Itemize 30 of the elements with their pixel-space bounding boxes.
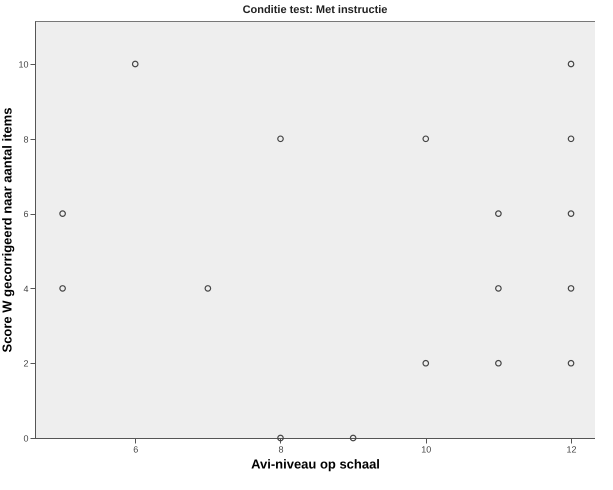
point [568,135,574,142]
y-tick-label: 4 [23,284,28,294]
point [495,210,502,217]
y-axis-title: Score W gecorrigeerd naar aantal items [0,108,14,352]
point [422,135,430,142]
point [204,285,212,292]
point [277,434,284,442]
point [568,285,574,292]
y-tick-label: 0 [23,434,28,444]
chart-title: Conditie test: Met instructie [242,4,388,16]
point [495,360,502,367]
x-tick-label: 10 [421,444,432,454]
point [568,210,574,217]
point [422,360,430,367]
point [350,434,356,442]
x-tick-label: 6 [133,444,138,454]
point [568,60,574,68]
point [495,285,502,292]
y-tick-label: 10 [18,60,28,70]
point [59,285,66,292]
x-axis-title: Avi-niveau op schaal [251,456,380,472]
point [568,360,574,367]
x-tick-label: 12 [566,444,577,454]
y-tick-label: 6 [23,209,28,220]
x-tick-label: 8 [278,444,284,454]
point [277,135,284,142]
point [132,60,139,68]
y-tick-label: 2 [23,358,28,369]
y-tick-label: 8 [23,134,28,144]
point [59,210,66,217]
